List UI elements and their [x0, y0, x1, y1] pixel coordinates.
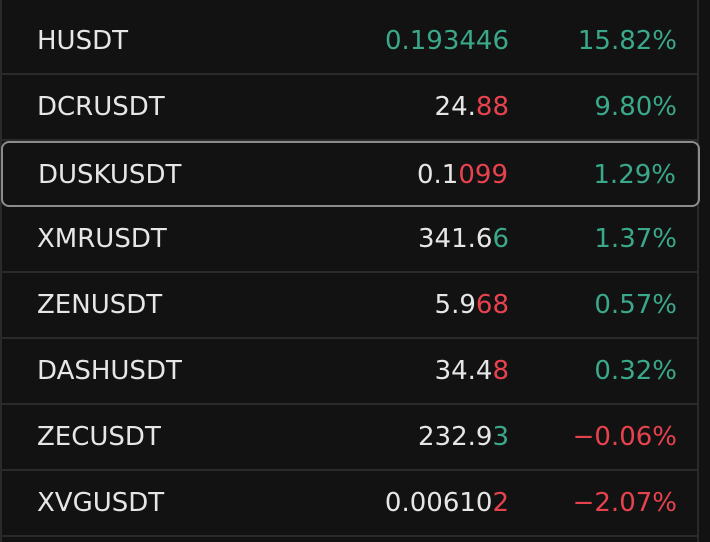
price: 232.93 [418, 405, 509, 469]
change: 1.29% [593, 160, 676, 190]
symbol: DASHUSDT [37, 356, 182, 386]
price-part: 6 [492, 224, 509, 254]
ticker-row[interactable]: ZENUSDT 5.968 0.57% [2, 273, 699, 339]
price: 0.193446 [385, 9, 509, 73]
ticker-row[interactable]: DUSKUSDT 0.1099 1.29% [1, 141, 700, 207]
price-part: 68 [475, 290, 509, 320]
price: 34.48 [435, 339, 509, 403]
change: 0.32% [594, 356, 677, 386]
ticker-row[interactable]: XVGUSDT 0.006102 −2.07% [2, 471, 699, 537]
price: 24.88 [435, 75, 509, 139]
change: −0.06% [572, 422, 677, 452]
change: 0.57% [594, 290, 677, 320]
price-part: 88 [475, 92, 509, 122]
change: 1.37% [594, 224, 677, 254]
price: 5.968 [435, 273, 509, 337]
symbol: ZECUSDT [37, 422, 161, 452]
symbol: XMRUSDT [37, 224, 167, 254]
symbol: XVGUSDT [37, 488, 165, 518]
ticker-row[interactable]: XMRUSDT 341.66 1.37% [2, 207, 699, 273]
price: 0.006102 [385, 471, 509, 535]
price-part: 8 [492, 356, 509, 386]
price-part: 24. [434, 92, 476, 122]
price-part: 341.6 [418, 224, 493, 254]
price: 341.66 [418, 207, 509, 271]
symbol: HUSDT [37, 26, 128, 56]
price: 0.1099 [417, 143, 508, 207]
price-part: 0.193446 [384, 26, 509, 56]
price-part: 34.4 [434, 356, 493, 386]
ticker-row[interactable]: HUSDT 0.193446 15.82% [2, 9, 699, 75]
ticker-row[interactable]: DCRUSDT 24.88 9.80% [2, 75, 699, 141]
price-part: 5.9 [434, 290, 476, 320]
ticker-row[interactable]: DASHUSDT 34.48 0.32% [2, 339, 699, 405]
price-part: 2 [492, 488, 509, 518]
price-part: 232.9 [418, 422, 493, 452]
change: −2.07% [572, 488, 677, 518]
symbol: DCRUSDT [37, 92, 165, 122]
change: 15.82% [577, 26, 677, 56]
price-part: 0.1 [417, 160, 459, 190]
change: 9.80% [594, 92, 677, 122]
symbol: DUSKUSDT [38, 160, 182, 190]
price-part: 0.00610 [384, 488, 493, 518]
price-part: 099 [458, 160, 508, 190]
symbol: ZENUSDT [37, 290, 163, 320]
price-part: 3 [492, 422, 509, 452]
ticker-row[interactable]: ZECUSDT 232.93 −0.06% [2, 405, 699, 471]
